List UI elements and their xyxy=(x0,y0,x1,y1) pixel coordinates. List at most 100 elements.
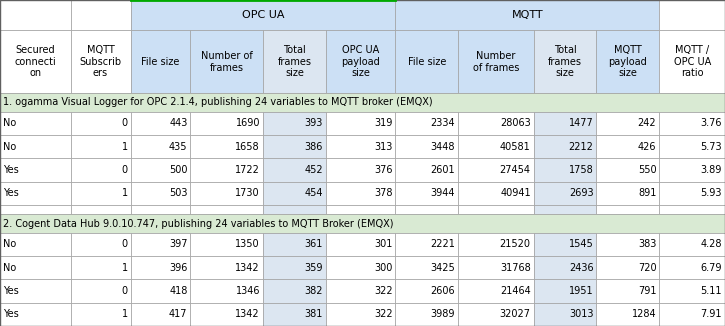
Bar xyxy=(263,182,326,205)
Text: File size: File size xyxy=(407,57,446,67)
Bar xyxy=(263,279,326,303)
Bar xyxy=(458,303,534,326)
Bar xyxy=(659,233,725,256)
Text: 791: 791 xyxy=(638,286,656,296)
Bar xyxy=(534,256,597,279)
Bar xyxy=(597,205,659,214)
Text: File size: File size xyxy=(141,57,180,67)
Text: Yes: Yes xyxy=(3,165,19,175)
Bar xyxy=(130,205,191,214)
Bar xyxy=(70,205,130,214)
Bar xyxy=(395,279,458,303)
Bar xyxy=(191,158,263,182)
Text: MQTT
payload
size: MQTT payload size xyxy=(608,45,647,78)
Text: 319: 319 xyxy=(374,118,392,128)
Bar xyxy=(263,233,326,256)
Bar xyxy=(130,182,191,205)
Bar xyxy=(534,135,597,158)
Text: 1690: 1690 xyxy=(236,118,260,128)
Bar xyxy=(70,0,130,30)
Bar xyxy=(659,30,725,93)
Text: Total
frames
size: Total frames size xyxy=(548,45,582,78)
Text: 1. ogamma Visual Logger for OPC 2.1.4, publishing 24 variables to MQTT broker (E: 1. ogamma Visual Logger for OPC 2.1.4, p… xyxy=(3,97,433,108)
Bar xyxy=(326,112,395,135)
Text: No: No xyxy=(3,240,16,249)
Bar xyxy=(130,112,191,135)
Bar xyxy=(326,256,395,279)
Bar xyxy=(0,182,70,205)
Text: 1722: 1722 xyxy=(235,165,260,175)
Text: 301: 301 xyxy=(374,240,392,249)
Bar xyxy=(534,303,597,326)
Bar xyxy=(0,30,70,93)
Text: 2334: 2334 xyxy=(431,118,455,128)
Bar xyxy=(0,233,70,256)
Text: 393: 393 xyxy=(304,118,323,128)
Bar xyxy=(597,158,659,182)
Bar xyxy=(458,158,534,182)
Bar xyxy=(659,303,725,326)
Text: 322: 322 xyxy=(374,309,392,319)
Text: 454: 454 xyxy=(304,188,323,198)
Bar xyxy=(597,182,659,205)
Text: 1658: 1658 xyxy=(236,142,260,152)
Text: 1951: 1951 xyxy=(569,286,594,296)
Bar xyxy=(70,158,130,182)
Text: No: No xyxy=(3,118,16,128)
Bar xyxy=(70,233,130,256)
Bar xyxy=(0,279,70,303)
Text: Yes: Yes xyxy=(3,286,19,296)
Text: OPC UA
payload
size: OPC UA payload size xyxy=(341,45,380,78)
Text: OPC UA: OPC UA xyxy=(241,10,284,20)
Text: 891: 891 xyxy=(638,188,656,198)
Text: 3989: 3989 xyxy=(431,309,455,319)
Text: 2436: 2436 xyxy=(569,263,594,273)
Bar xyxy=(70,303,130,326)
Bar xyxy=(70,256,130,279)
Bar xyxy=(458,182,534,205)
Bar xyxy=(395,30,458,93)
Text: Number
of frames: Number of frames xyxy=(473,51,519,72)
Text: 397: 397 xyxy=(169,240,188,249)
Bar xyxy=(263,303,326,326)
Bar xyxy=(0,214,725,233)
Text: 313: 313 xyxy=(374,142,392,152)
Bar xyxy=(395,135,458,158)
Bar xyxy=(263,112,326,135)
Text: 1342: 1342 xyxy=(236,263,260,273)
Text: 443: 443 xyxy=(169,118,188,128)
Bar xyxy=(191,30,263,93)
Bar xyxy=(659,279,725,303)
Text: 386: 386 xyxy=(304,142,323,152)
Text: 3944: 3944 xyxy=(431,188,455,198)
Bar xyxy=(130,279,191,303)
Bar xyxy=(534,158,597,182)
Bar xyxy=(263,158,326,182)
Text: 396: 396 xyxy=(169,263,188,273)
Bar xyxy=(597,112,659,135)
Bar xyxy=(534,182,597,205)
Text: 4.28: 4.28 xyxy=(700,240,722,249)
Text: MQTT: MQTT xyxy=(512,10,543,20)
Text: 2693: 2693 xyxy=(569,188,594,198)
Bar xyxy=(534,112,597,135)
Text: 3013: 3013 xyxy=(569,309,594,319)
Text: Number of
frames: Number of frames xyxy=(201,51,252,72)
Bar xyxy=(326,279,395,303)
Bar xyxy=(130,256,191,279)
Bar xyxy=(70,182,130,205)
Text: 28063: 28063 xyxy=(500,118,531,128)
Bar xyxy=(534,30,597,93)
Text: 32027: 32027 xyxy=(500,309,531,319)
Bar xyxy=(0,205,70,214)
Text: 2601: 2601 xyxy=(431,165,455,175)
Text: 5.73: 5.73 xyxy=(700,142,722,152)
Text: 21520: 21520 xyxy=(500,240,531,249)
Text: Total
frames
size: Total frames size xyxy=(278,45,311,78)
Bar xyxy=(0,0,70,30)
Text: 1477: 1477 xyxy=(569,118,594,128)
Text: 1: 1 xyxy=(122,188,128,198)
Text: 2606: 2606 xyxy=(431,286,455,296)
Bar xyxy=(70,279,130,303)
Bar xyxy=(597,30,659,93)
